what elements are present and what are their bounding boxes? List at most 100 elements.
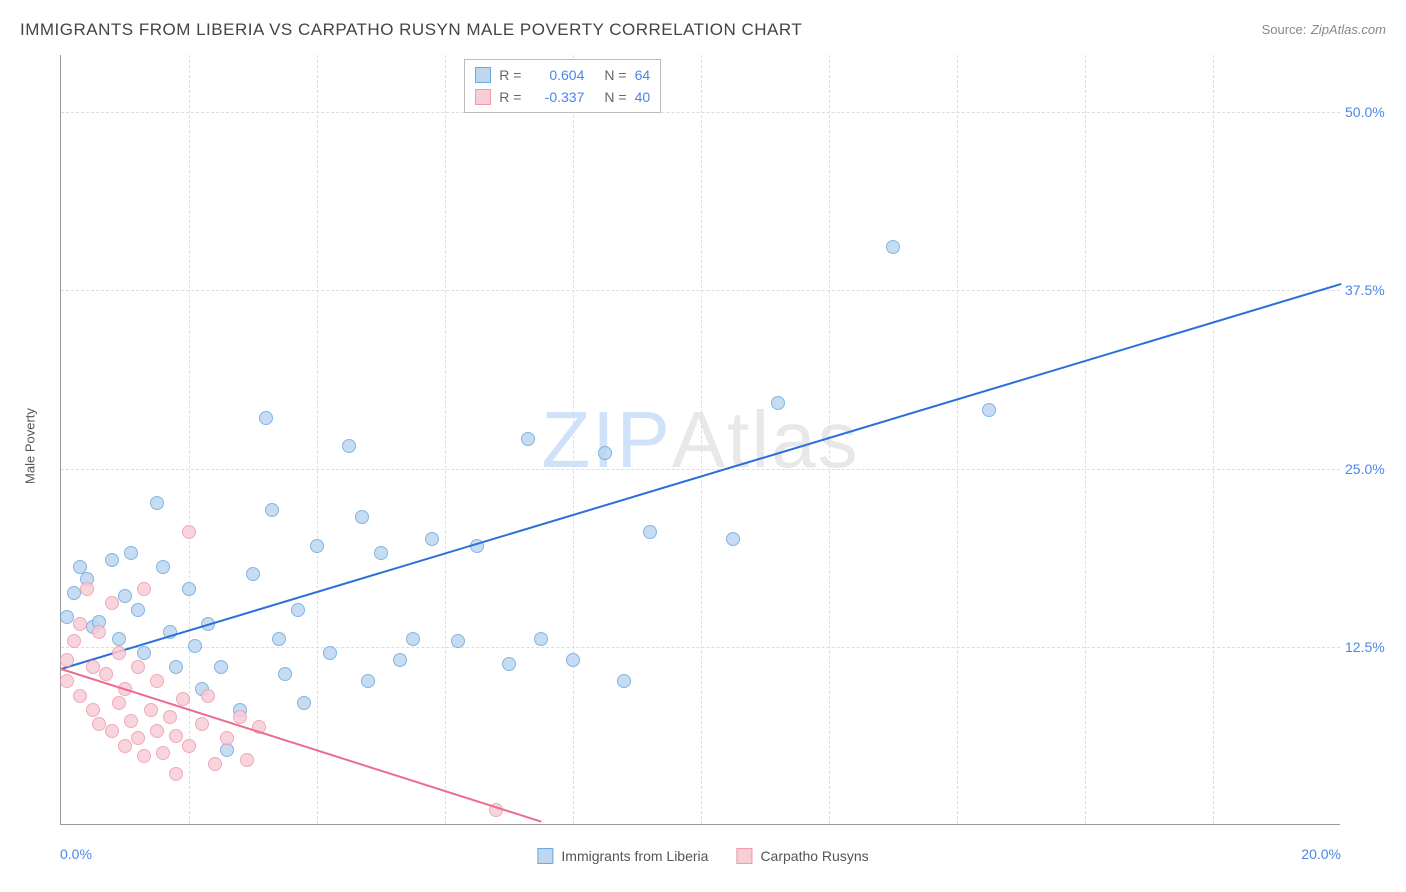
y-tick-label: 12.5% [1345,639,1400,655]
data-point [361,674,375,688]
data-point [566,653,580,667]
data-point [150,674,164,688]
grid-line-v [1085,55,1086,824]
grid-line-v [1213,55,1214,824]
data-point [406,632,420,646]
n-value: 64 [635,67,651,83]
data-point [297,696,311,710]
data-point [182,739,196,753]
data-point [105,724,119,738]
data-point [169,767,183,781]
data-point [131,603,145,617]
legend-swatch [537,848,553,864]
legend-item: Immigrants from Liberia [537,848,708,864]
data-point [60,610,74,624]
watermark-atlas: Atlas [672,395,860,484]
data-point [188,639,202,653]
chart-title: IMMIGRANTS FROM LIBERIA VS CARPATHO RUSY… [20,20,802,40]
data-point [182,525,196,539]
data-point [393,653,407,667]
data-point [342,439,356,453]
data-point [617,674,631,688]
y-tick-label: 37.5% [1345,282,1400,298]
legend-swatch [736,848,752,864]
correlation-row: R =-0.337N =40 [475,86,650,108]
data-point [150,496,164,510]
data-point [92,717,106,731]
data-point [144,703,158,717]
data-point [451,634,465,648]
data-point [105,596,119,610]
source: Source: ZipAtlas.com [1262,21,1386,39]
data-point [182,582,196,596]
data-point [259,411,273,425]
grid-line-v [317,55,318,824]
data-point [73,617,87,631]
data-point [323,646,337,660]
r-label: R = [499,89,521,105]
data-point [137,749,151,763]
data-point [310,539,324,553]
data-point [176,692,190,706]
data-point [80,582,94,596]
data-point [240,753,254,767]
data-point [220,731,234,745]
data-point [86,660,100,674]
data-point [726,532,740,546]
y-axis-label: Male Poverty [23,408,38,484]
data-point [60,674,74,688]
data-point [92,625,106,639]
data-point [60,653,74,667]
bottom-legend: Immigrants from Liberia Carpatho Rusyns [537,848,868,864]
data-point [425,532,439,546]
data-point [86,703,100,717]
data-point [99,667,113,681]
x-tick-min: 0.0% [60,846,92,862]
data-point [208,757,222,771]
data-point [771,396,785,410]
data-point [886,240,900,254]
y-tick-label: 50.0% [1345,104,1400,120]
data-point [73,689,87,703]
plot-area: ZIPAtlas 12.5%25.0%37.5%50.0%R =0.604N =… [60,55,1340,825]
data-point [137,646,151,660]
data-point [124,546,138,560]
data-point [118,739,132,753]
r-value: 0.604 [529,67,584,83]
data-point [150,724,164,738]
y-tick-label: 25.0% [1345,461,1400,477]
n-label: N = [604,67,626,83]
data-point [67,634,81,648]
data-point [118,589,132,603]
legend-label: Carpatho Rusyns [760,848,868,864]
watermark-zip: ZIP [541,395,671,484]
data-point [214,660,228,674]
data-point [265,503,279,517]
data-point [156,560,170,574]
data-point [156,746,170,760]
x-tick-max: 20.0% [1301,846,1341,862]
data-point [355,510,369,524]
data-point [598,446,612,460]
grid-line-v [573,55,574,824]
correlation-legend: R = 0.604 N = 64 R =-0.337N =40 [464,59,661,113]
data-point [982,403,996,417]
data-point [233,710,247,724]
data-point [112,696,126,710]
data-point [502,657,516,671]
data-point [278,667,292,681]
data-point [291,603,305,617]
grid-line-v [445,55,446,824]
legend-swatch [475,89,491,105]
data-point [169,660,183,674]
grid-line-v [957,55,958,824]
grid-line-v [829,55,830,824]
trend-line [61,668,542,822]
data-point [374,546,388,560]
r-label: R = [499,67,521,83]
data-point [131,731,145,745]
data-point [131,660,145,674]
data-point [112,632,126,646]
legend-swatch [475,67,491,83]
data-point [169,729,183,743]
